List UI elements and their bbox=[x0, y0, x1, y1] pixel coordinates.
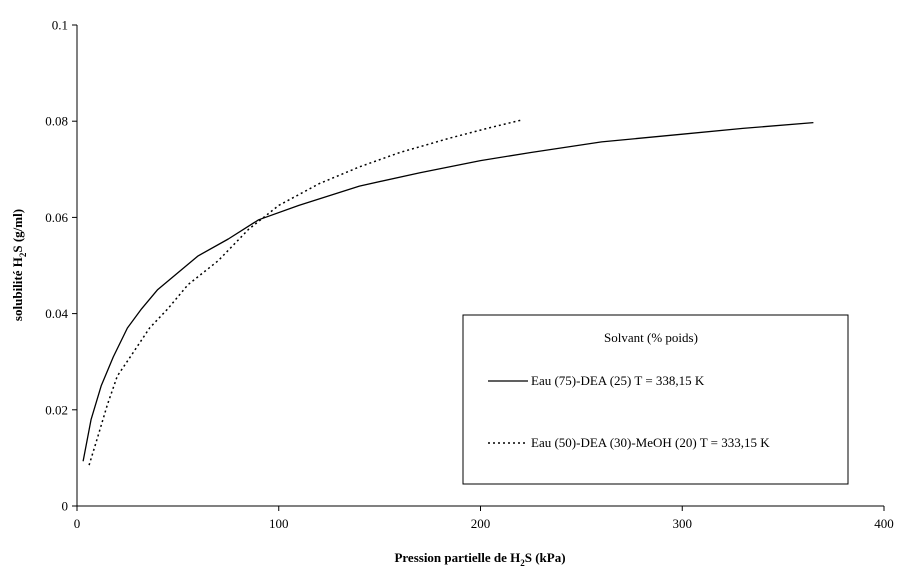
legend: Solvant (% poids) Eau (75)-DEA (25) T = … bbox=[462, 314, 849, 485]
y-tick-label: 0.06 bbox=[45, 210, 68, 225]
legend-box bbox=[462, 314, 849, 485]
series-line-2 bbox=[88, 119, 522, 466]
x-axis-title-rest: S (kPa) bbox=[525, 550, 566, 565]
x-tick-label: 100 bbox=[269, 516, 289, 531]
x-axis-title-sub: 2 bbox=[520, 558, 525, 568]
y-axis-title-rest: S (g/ml) bbox=[10, 209, 25, 253]
y-ticks: 0 0.02 0.04 0.06 0.08 0.1 bbox=[45, 18, 77, 514]
y-axis-title-sub: 2 bbox=[18, 252, 28, 257]
x-tick-label: 200 bbox=[471, 516, 491, 531]
legend-entry-1: Eau (75)-DEA (25) T = 338,15 K bbox=[531, 373, 705, 388]
y-tick-label: 0 bbox=[62, 499, 69, 514]
series-line-1 bbox=[82, 121, 814, 462]
x-tick-label: 0 bbox=[74, 516, 81, 531]
x-ticks: 0 100 200 300 400 bbox=[74, 506, 894, 531]
y-axis-title: solubilité H2S (g/ml) bbox=[10, 209, 28, 321]
y-tick-label: 0.02 bbox=[45, 402, 68, 417]
plot-area: 0 100 200 300 400 0 0.02 0.04 0.06 0.08 0.1 bbox=[45, 18, 894, 532]
y-tick-label: 0.08 bbox=[45, 114, 68, 129]
x-axis-title-main: Pression partielle de H bbox=[394, 550, 520, 565]
x-axis-title: Pression partielle de H2S (kPa) bbox=[394, 550, 565, 568]
y-tick-label: 0.04 bbox=[45, 306, 68, 321]
series-layer bbox=[82, 119, 814, 466]
y-axis-title-main: solubilité H bbox=[10, 257, 25, 321]
x-tick-label: 300 bbox=[673, 516, 693, 531]
x-tick-label: 400 bbox=[874, 516, 894, 531]
legend-title: Solvant (% poids) bbox=[604, 330, 698, 345]
y-tick-label: 0.1 bbox=[52, 18, 68, 33]
legend-entry-2: Eau (50)-DEA (30)-MeOH (20) T = 333,15 K bbox=[531, 435, 770, 450]
